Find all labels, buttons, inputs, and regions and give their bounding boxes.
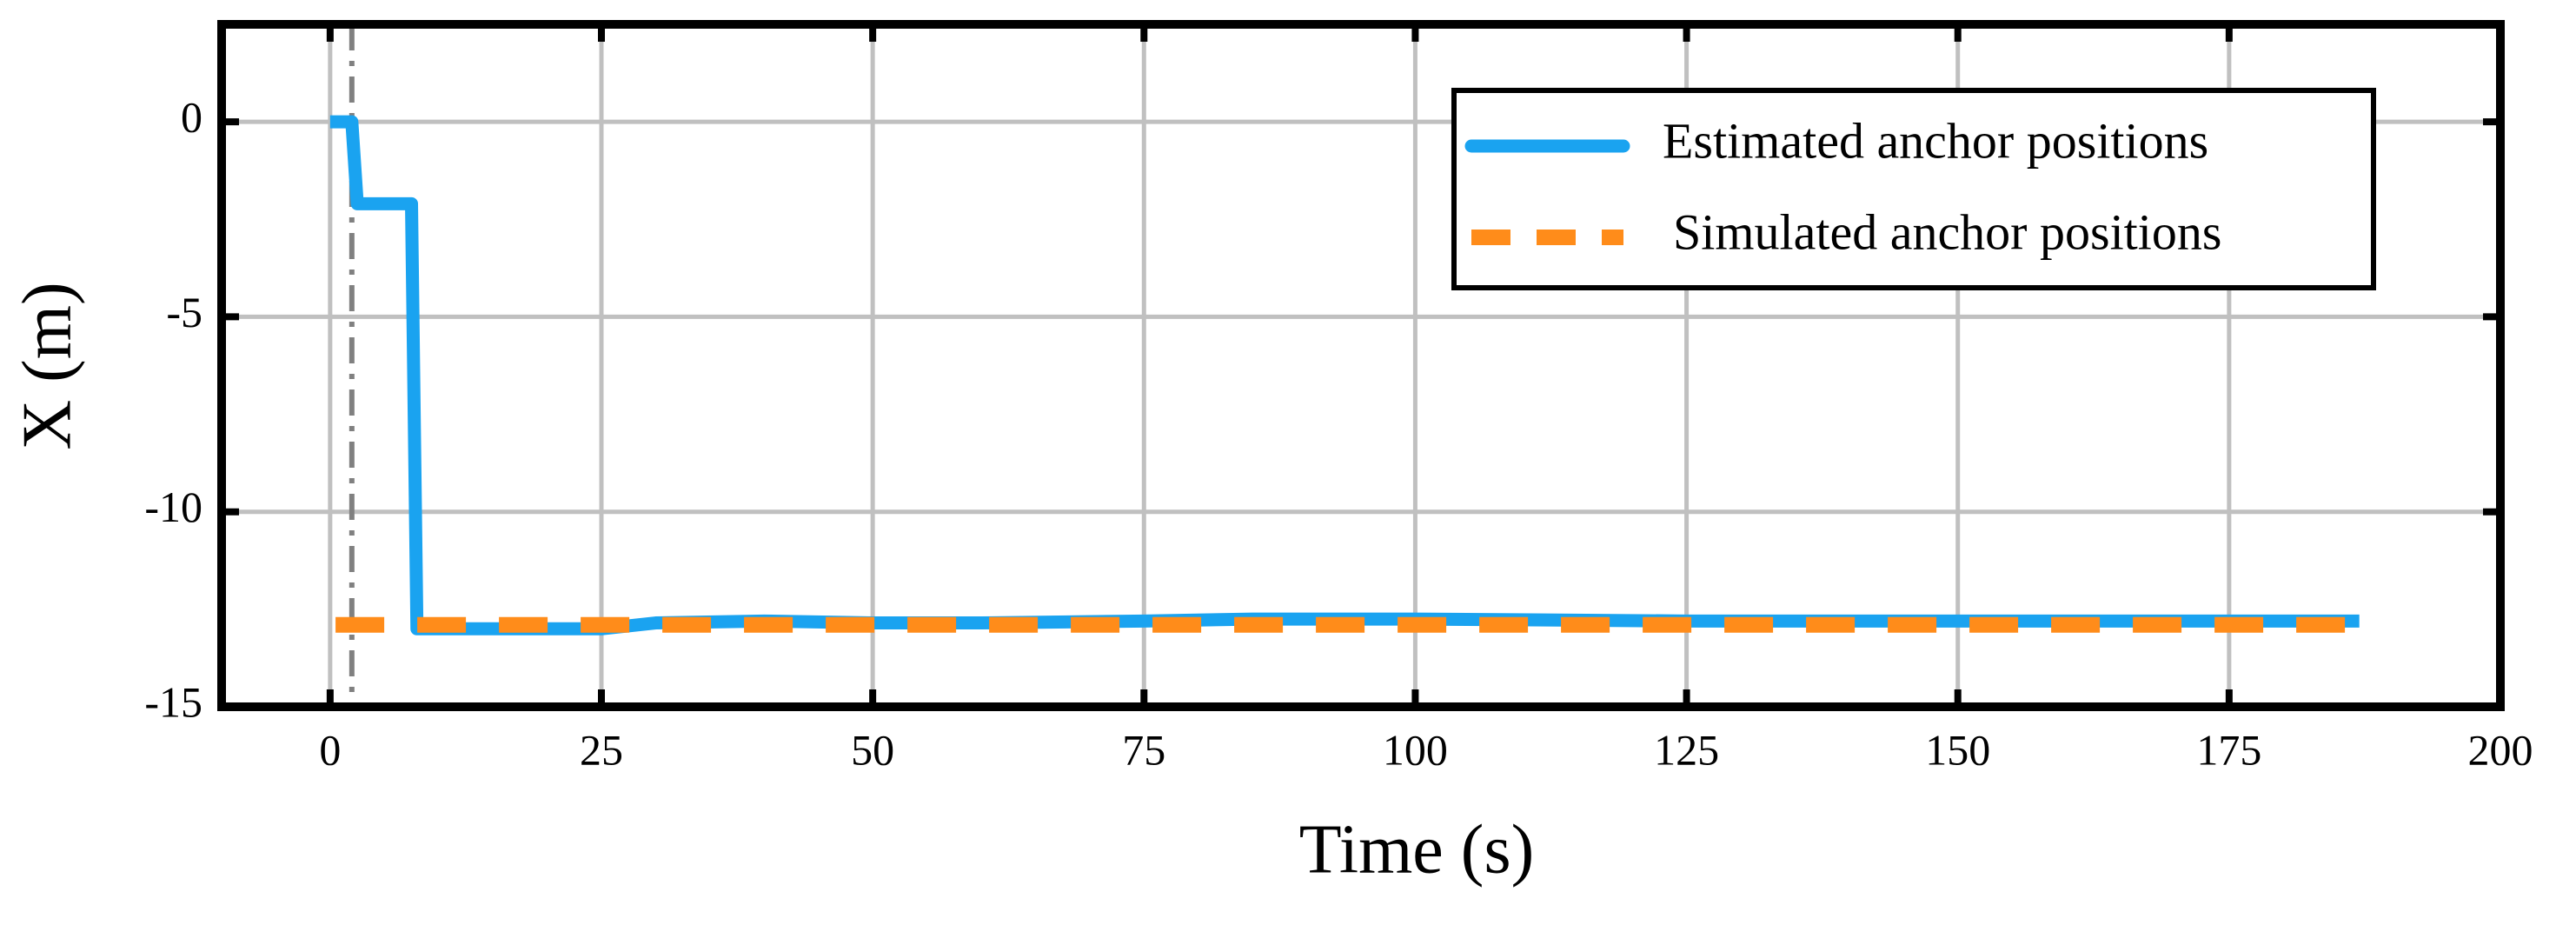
x-tick-label: 150 [1925, 725, 1990, 774]
x-tick-label: 25 [580, 725, 623, 774]
x-tick-label: 50 [851, 725, 894, 774]
x-axis-label: Time (s) [1299, 811, 1534, 888]
x-tick-label: 75 [1122, 725, 1165, 774]
y-tick-label: -15 [144, 677, 202, 726]
y-tick-label: 0 [181, 93, 202, 142]
y-tick-label: -10 [144, 482, 202, 531]
x-tick-label: 0 [319, 725, 341, 774]
x-tick-label: 100 [1383, 725, 1448, 774]
plot-frame [217, 20, 2505, 711]
y-tick-label: -5 [166, 288, 202, 336]
x-tick-label: 175 [2196, 725, 2261, 774]
legend-label: Simulated anchor positions [1673, 203, 2222, 260]
y-axis-label: X (m) [9, 282, 85, 449]
x-tick-label: 200 [2468, 725, 2533, 774]
x-tick-label: 125 [1654, 725, 1719, 774]
legend-box [1451, 88, 2376, 290]
legend-label: Estimated anchor positions [1663, 112, 2208, 169]
